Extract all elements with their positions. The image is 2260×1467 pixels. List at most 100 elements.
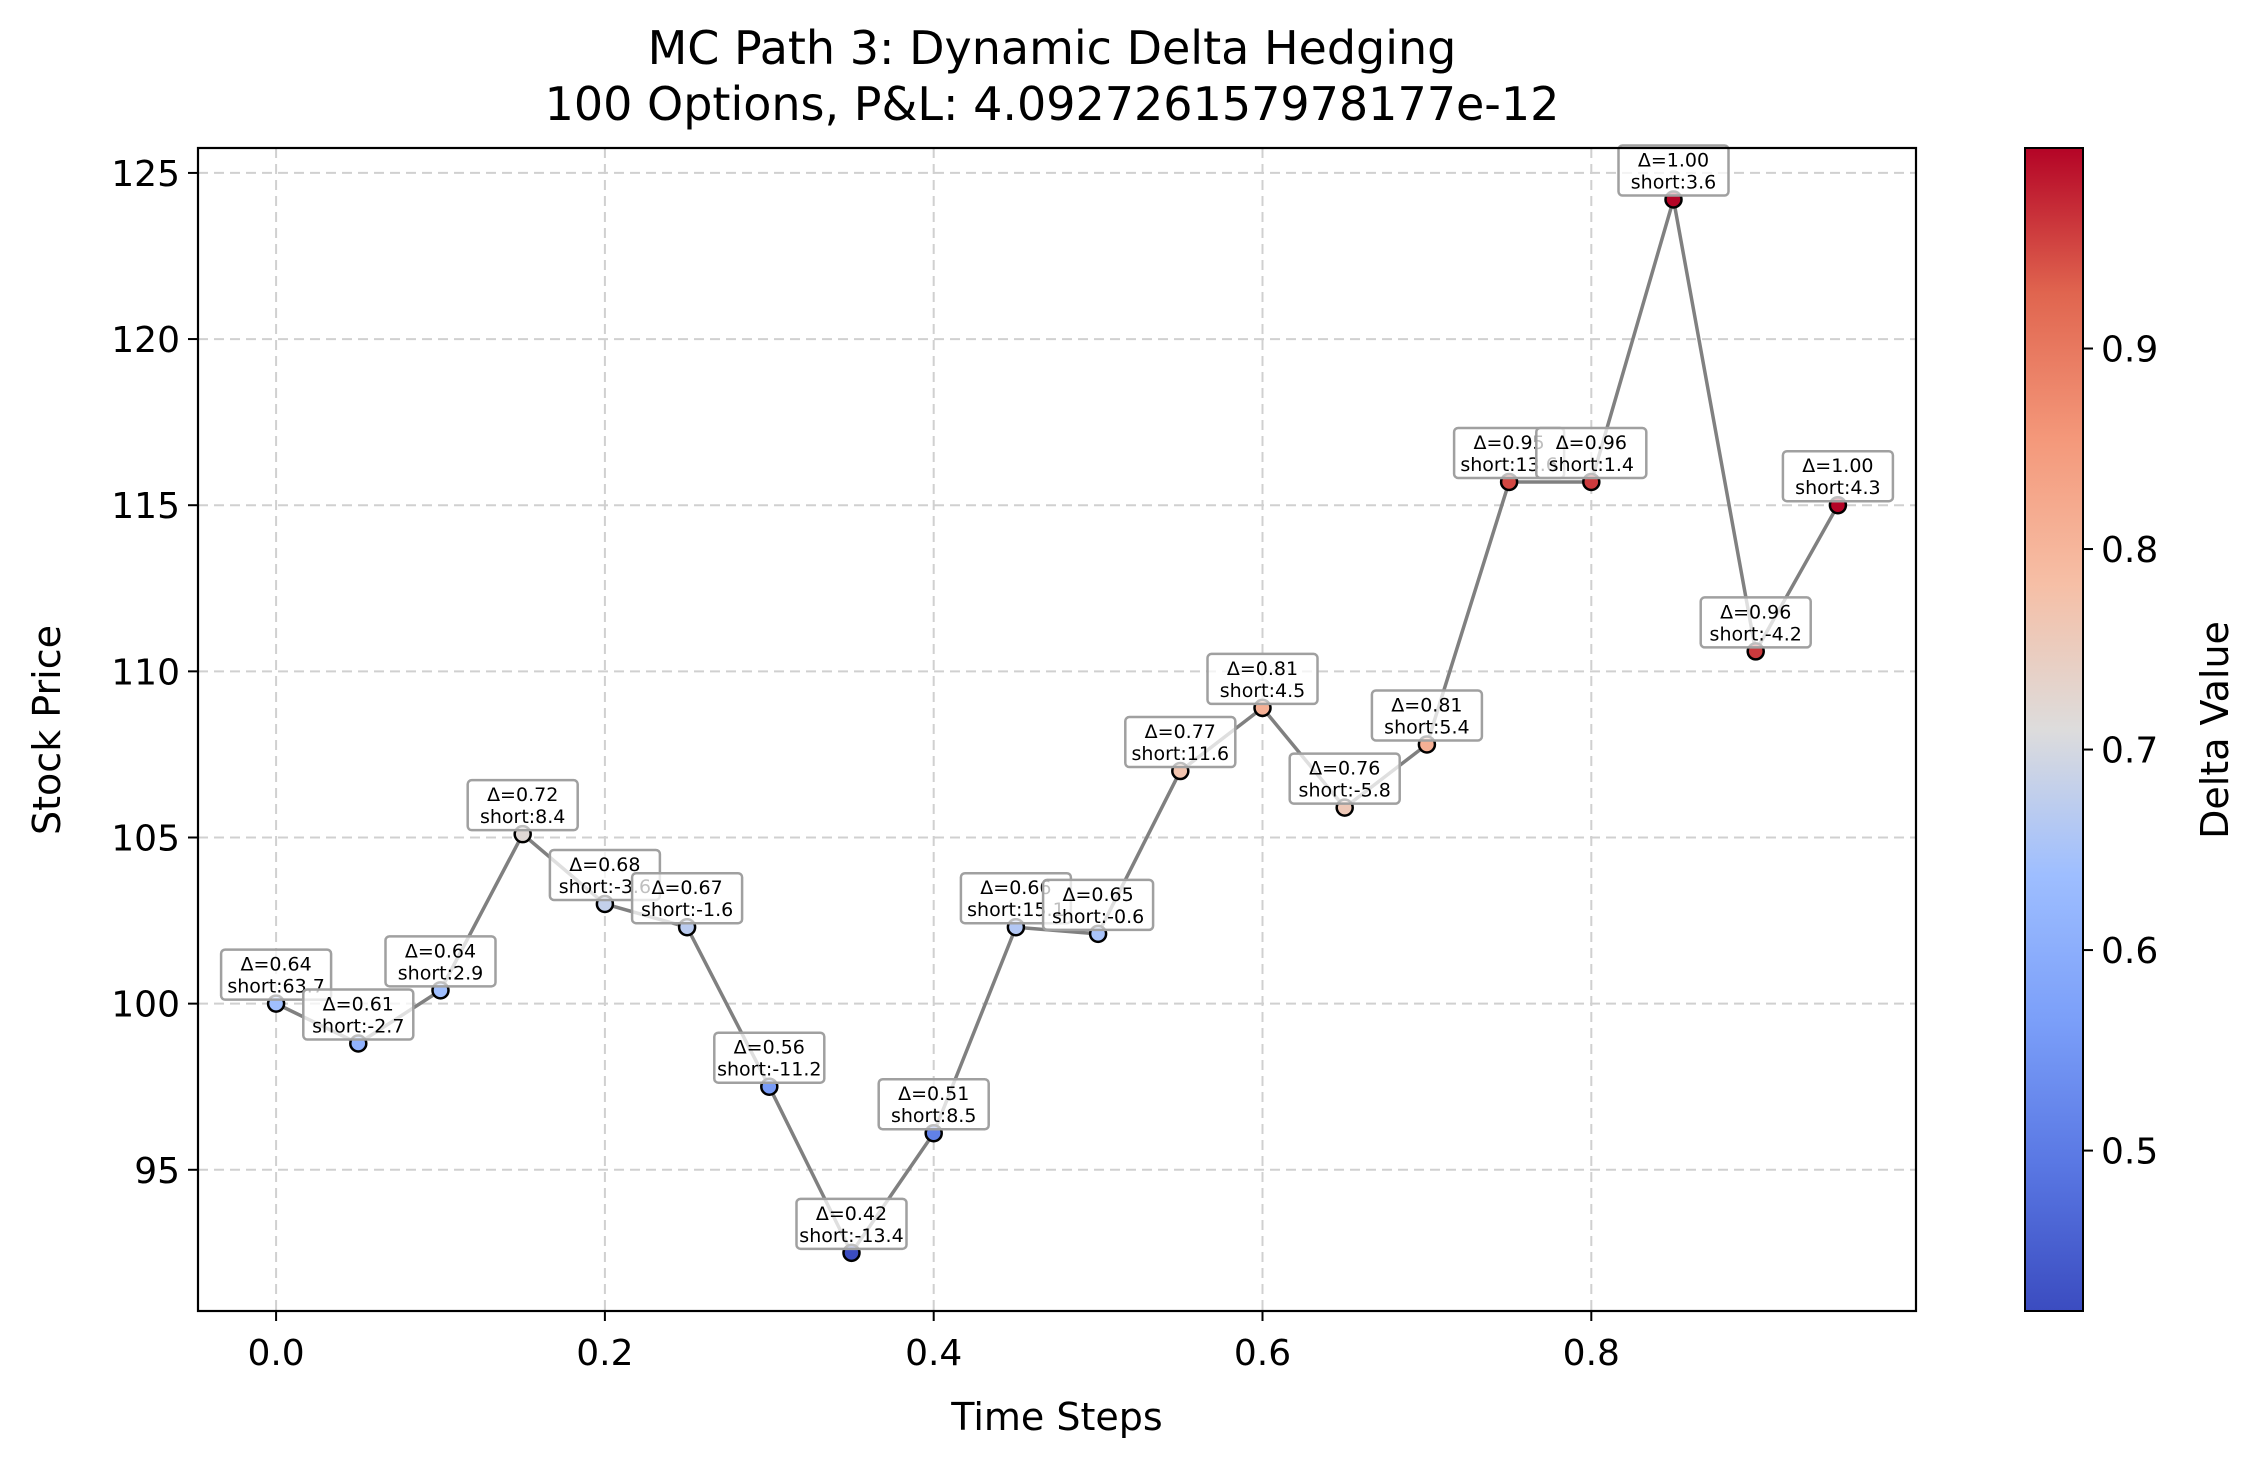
annotation-short: short:-11.2 xyxy=(717,1059,821,1081)
annotation-box xyxy=(1699,596,1812,649)
annotation-delta: Δ=0.51 xyxy=(898,1083,969,1105)
price-path-line xyxy=(275,199,1840,1257)
annotation-delta: Δ=0.64 xyxy=(240,954,311,976)
price-points xyxy=(266,190,1848,1263)
annotation-box xyxy=(795,1197,908,1251)
x-tick-label: 0.4 xyxy=(905,1333,962,1374)
annotation-short: short:-1.6 xyxy=(641,899,733,921)
annotation-delta: Δ=0.64 xyxy=(405,940,476,962)
x-tick-label: 0.2 xyxy=(576,1333,633,1374)
y-tick-label: 110 xyxy=(111,652,180,693)
annotation-delta: Δ=0.67 xyxy=(651,877,722,899)
annotation-box xyxy=(630,871,744,925)
chart-subtitle: 100 Options, P&L: 4.092726157978177e-12 xyxy=(545,77,1560,131)
annotation-short: short:3.6 xyxy=(1631,172,1716,194)
x-axis-label: Time Steps xyxy=(950,1395,1162,1439)
annotation-delta: Δ=0.95 xyxy=(1473,432,1544,454)
colorbar-tick-label: 0.8 xyxy=(2101,530,2158,571)
grid-lines xyxy=(198,148,1916,1311)
annotation-delta: Δ=0.66 xyxy=(980,877,1051,899)
annotation-short: short:63.7 xyxy=(227,976,325,998)
x-tick-label: 0.0 xyxy=(247,1333,304,1374)
annotation-box xyxy=(1617,144,1730,197)
annotation-delta: Δ=0.96 xyxy=(1556,432,1627,454)
annotation-delta: Δ=0.56 xyxy=(734,1037,805,1059)
annotation-short: short:-2.7 xyxy=(312,1016,404,1038)
annotation-short: short:8.5 xyxy=(891,1105,976,1127)
colorbar-tick-label: 0.9 xyxy=(2101,330,2158,371)
y-tick-label: 100 xyxy=(111,985,180,1026)
annotation-box xyxy=(1206,652,1319,706)
annotation-box xyxy=(302,988,415,1041)
annotation-delta: Δ=0.81 xyxy=(1227,658,1298,680)
annotation-delta: Δ=0.61 xyxy=(323,994,394,1016)
annotation-box xyxy=(1124,715,1237,769)
annotation-box xyxy=(1041,878,1155,932)
annotation-short: short:-4.2 xyxy=(1710,623,1802,645)
annotation-delta: Δ=0.81 xyxy=(1391,694,1462,716)
annotation-short: short:11.6 xyxy=(1132,743,1230,765)
price-path-polyline xyxy=(275,199,1840,1257)
annotation-box xyxy=(384,935,497,988)
annotation-delta: Δ=1.00 xyxy=(1638,150,1709,172)
annotation-delta: Δ=0.68 xyxy=(569,854,640,876)
plot-area: Δ=0.64short:63.7Δ=0.61short:-2.7Δ=0.64sh… xyxy=(111,144,1918,1374)
annotation-short: short:2.9 xyxy=(398,962,483,984)
annotation-short: short:-0.6 xyxy=(1052,906,1144,928)
colorbar-ticks: 0.5 0.6 0.7 0.8 0.9 xyxy=(2083,330,2158,1173)
annotation-short: short:-5.8 xyxy=(1299,780,1391,802)
colorbar-tick-label: 0.6 xyxy=(2101,931,2158,972)
colorbar: 0.5 0.6 0.7 0.8 0.9 Delta Value xyxy=(2024,147,2237,1312)
annotation-delta: Δ=0.76 xyxy=(1309,758,1380,780)
y-axis-ticks: 95 100 105 110 115 120 125 xyxy=(111,154,198,1192)
annotation-delta: Δ=0.77 xyxy=(1145,721,1216,743)
annotation-delta: Δ=0.65 xyxy=(1062,884,1133,906)
x-tick-label: 0.6 xyxy=(1234,1333,1291,1374)
x-axis-ticks: 0.0 0.2 0.4 0.6 0.8 xyxy=(247,1311,1620,1374)
chart-title: MC Path 3: Dynamic Delta Hedging xyxy=(648,21,1457,75)
colorbar-gradient xyxy=(2024,147,2084,1312)
y-tick-label: 125 xyxy=(111,154,180,195)
annotation-delta: Δ=1.00 xyxy=(1802,455,1873,477)
annotation-short: short:5.4 xyxy=(1384,716,1469,738)
annotation-box xyxy=(1370,689,1484,742)
annotation-delta: Δ=0.72 xyxy=(487,784,558,806)
annotation-delta: Δ=0.96 xyxy=(1720,601,1791,623)
axes-frame xyxy=(196,146,1918,1313)
annotation-box xyxy=(466,778,579,832)
y-tick-label: 105 xyxy=(111,818,180,859)
annotation-short: short:4.5 xyxy=(1220,680,1305,702)
delta-annotations: Δ=0.64short:63.7Δ=0.61short:-2.7Δ=0.64sh… xyxy=(219,144,1895,1251)
annotation-short: short:8.4 xyxy=(480,806,565,828)
annotation-box xyxy=(219,948,333,1001)
annotation-short: short:1.4 xyxy=(1549,454,1634,476)
annotation-short: short:4.3 xyxy=(1795,477,1880,499)
annotation-short: short:-3.6 xyxy=(559,876,651,898)
annotation-short: short:-13.4 xyxy=(799,1225,903,1247)
annotation-box xyxy=(877,1077,990,1131)
annotation-short: short:15.1 xyxy=(967,899,1065,921)
annotation-box xyxy=(1535,426,1648,480)
annotation-short: short:13.6 xyxy=(1460,454,1558,476)
y-axis-label: Stock Price xyxy=(25,625,69,835)
x-tick-label: 0.8 xyxy=(1563,1333,1620,1374)
annotation-box xyxy=(713,1031,826,1084)
y-tick-label: 115 xyxy=(111,486,180,527)
